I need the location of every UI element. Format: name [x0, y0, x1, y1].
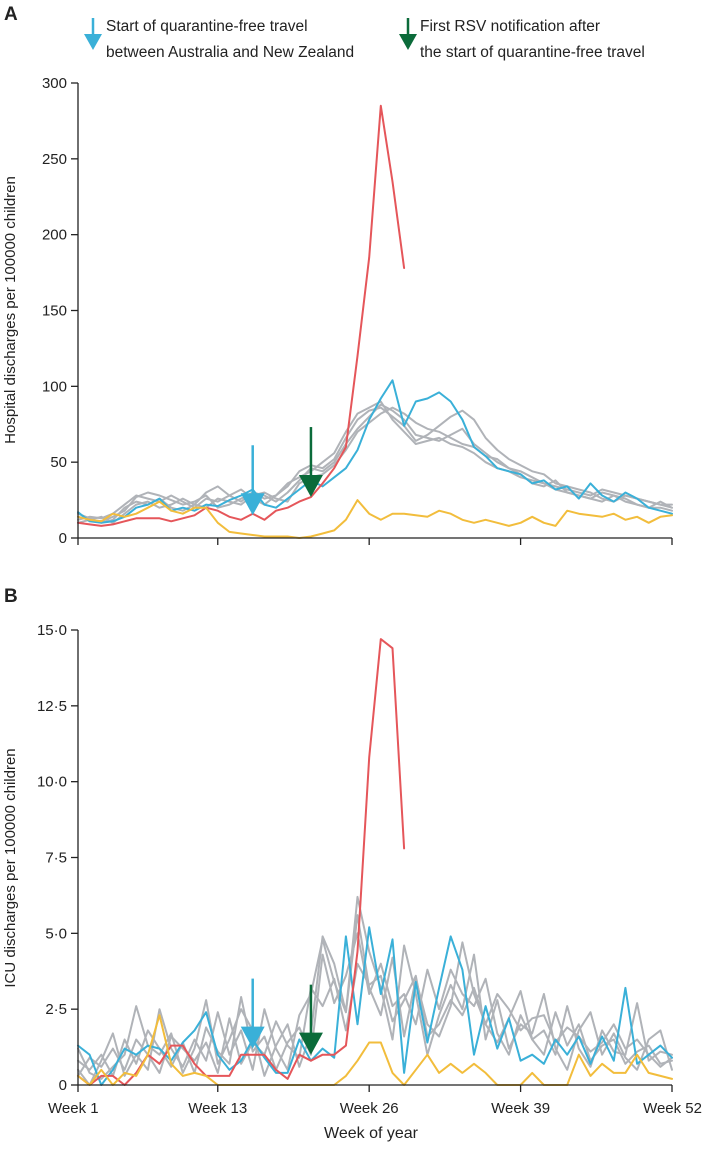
- series-line-b-blue-4: [77, 926, 673, 1086]
- axes-a: 0 50 100 150 200 250 300: [42, 75, 673, 547]
- y-tick-label-b: 12·5: [37, 698, 67, 715]
- x-tick-label-b: Week 13: [188, 1100, 247, 1117]
- series-layer-a: [77, 104, 673, 539]
- panel-label-b: B: [4, 586, 18, 607]
- y-tick-label-a: 0: [59, 530, 67, 547]
- marker-arrow-a-blue-icon: [240, 445, 265, 516]
- series-line-b-grey-2: [77, 932, 673, 1077]
- y-tick-label-b: 2·5: [45, 1001, 67, 1018]
- legend-blue-arrow-icon: [84, 18, 102, 50]
- x-tick-label-b: Week 39: [491, 1100, 550, 1117]
- y-tick-label-b: 5·0: [45, 925, 67, 942]
- series-line-a-blue-4: [77, 379, 673, 524]
- marker-head: [240, 1026, 265, 1049]
- y-tick-label-a: 150: [42, 303, 67, 320]
- series-line-a-red-5: [77, 104, 406, 527]
- y-tick-label-b: 10·0: [37, 774, 67, 791]
- panel-b: B ICU discharges per 100000 children 0 2·…: [2, 586, 702, 1117]
- series-line-b-grey-0: [77, 914, 673, 1086]
- marker-arrow-b-green-icon: [298, 984, 323, 1055]
- y-tick-label-a: 100: [42, 378, 67, 395]
- marker-arrow-b-blue-icon: [240, 978, 265, 1049]
- marker-head: [298, 475, 323, 498]
- y-tick-label-a: 250: [42, 151, 67, 168]
- marker-arrow-a-green-icon: [298, 427, 323, 498]
- y-tick-label-b: 7·5: [45, 850, 67, 867]
- x-axis-label: Week of year: [324, 1125, 419, 1142]
- y-tick-label-a: 200: [42, 227, 67, 244]
- y-axis-label-a: Hospital discharges per 100000 children: [2, 176, 19, 444]
- marker-head: [298, 1032, 323, 1055]
- panel-label-a: A: [4, 4, 18, 25]
- y-tick-label-b: 15·0: [37, 622, 67, 639]
- legend-green-label-line1: First RSV notification after: [420, 18, 600, 35]
- y-tick-label-a: 300: [42, 75, 67, 92]
- series-line-a-grey-2: [77, 406, 673, 521]
- series-line-a-grey-3: [77, 400, 673, 524]
- x-tick-label-b: Week 52: [643, 1100, 702, 1117]
- legend-green-arrow-icon: [399, 18, 417, 50]
- series-layer-b: [77, 638, 673, 1086]
- legend-blue-label-line2: between Australia and New Zealand: [106, 44, 354, 61]
- y-axis-label-b: ICU discharges per 100000 children: [2, 748, 19, 987]
- series-line-a-yellow-6: [77, 499, 673, 539]
- y-tick-label-b: 0: [59, 1077, 67, 1094]
- legend: Start of quarantine-free travel between …: [84, 18, 645, 61]
- x-tick-label-b: Week 26: [340, 1100, 399, 1117]
- legend-blue-label-line1: Start of quarantine-free travel: [106, 18, 308, 35]
- series-line-b-yellow-6: [77, 1014, 673, 1086]
- axes-b: 0 2·5 5·0 7·5 10·0 12·5 15·0 Week 1 Week 13 Week …: [37, 622, 702, 1117]
- series-line-b-red-5: [77, 638, 406, 1086]
- marker-layer-a: [240, 427, 323, 516]
- marker-head: [240, 493, 265, 516]
- y-tick-label-a: 50: [50, 454, 67, 471]
- panel-a: A Hospital discharges per 100000 childre…: [2, 4, 673, 547]
- marker-layer-b: [240, 978, 323, 1055]
- series-line-b-grey-3: [77, 962, 673, 1077]
- x-tick-label-b: Week 1: [48, 1100, 99, 1117]
- legend-green-label-line2: the start of quarantine-free travel: [420, 44, 645, 61]
